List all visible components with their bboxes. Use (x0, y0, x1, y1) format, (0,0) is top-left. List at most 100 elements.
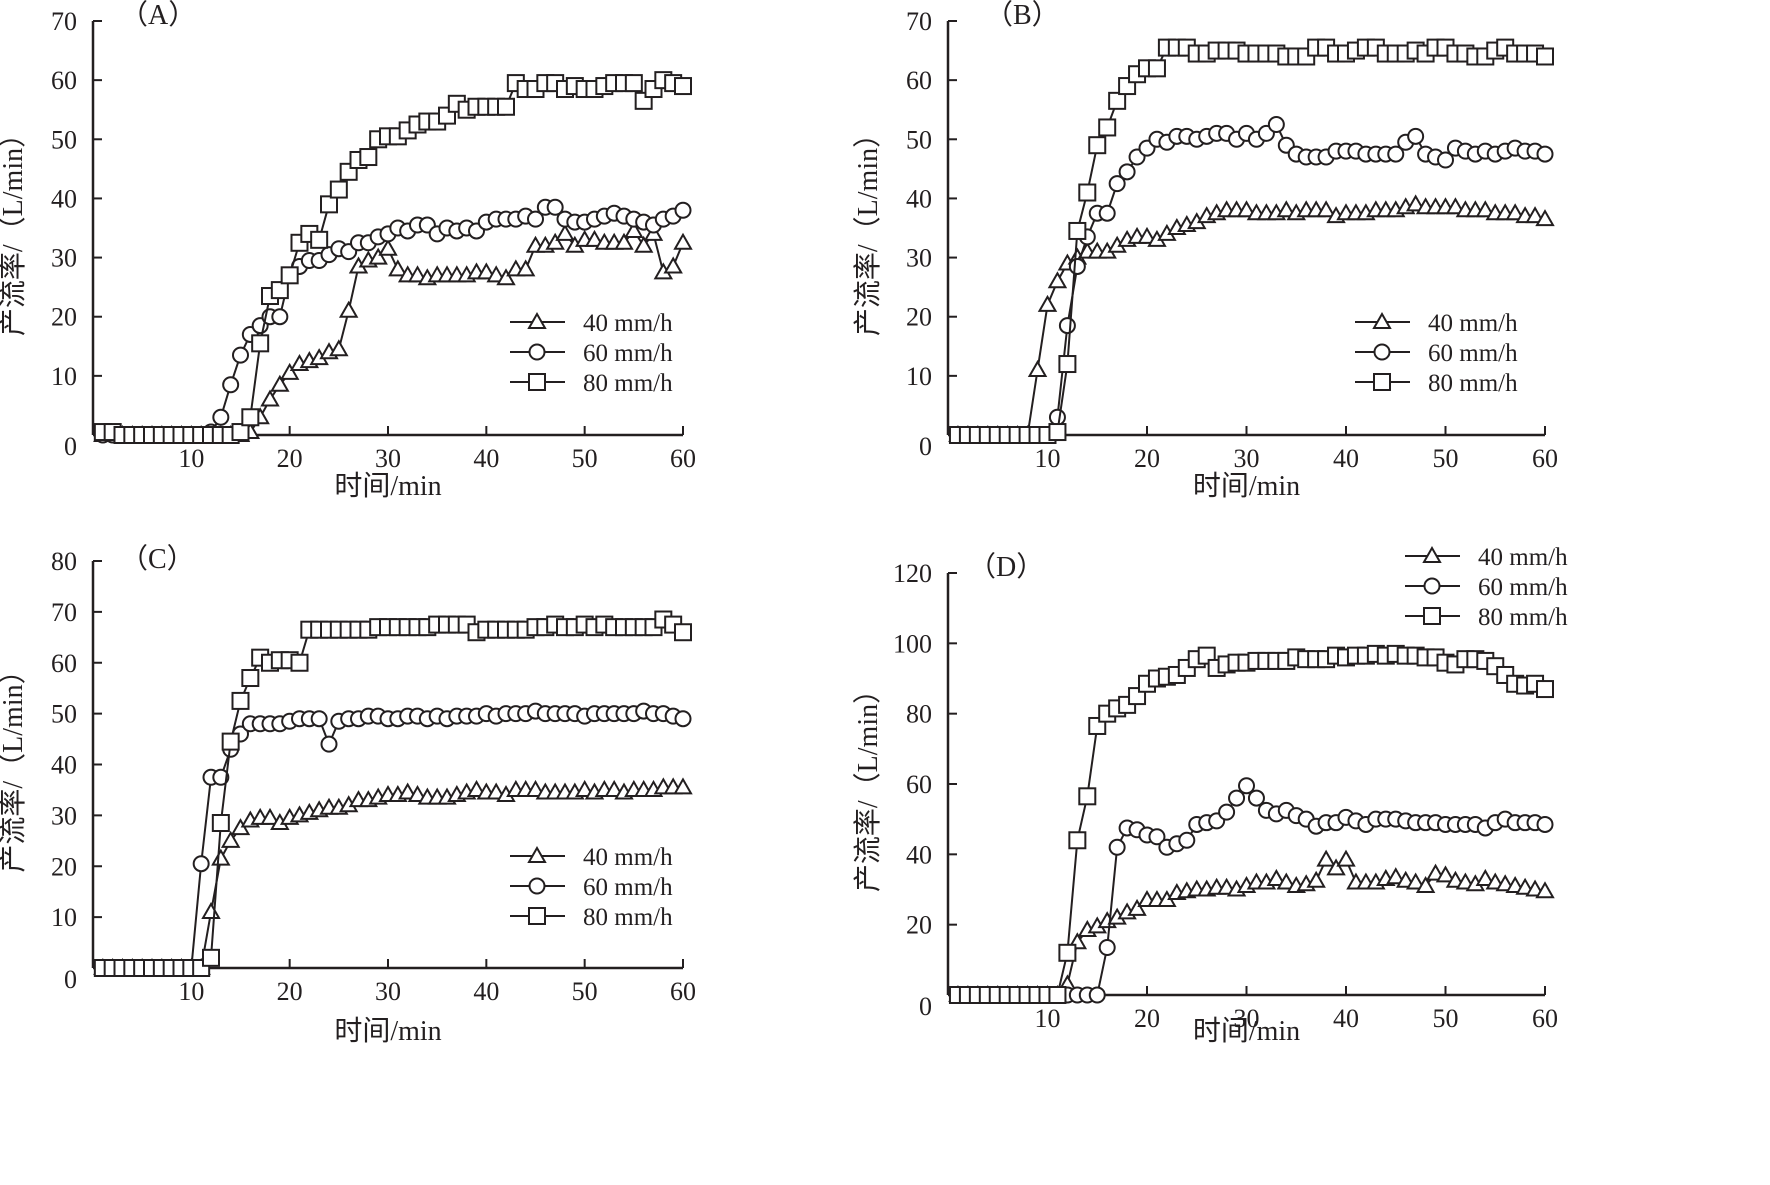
data-point-triangle (1127, 898, 1147, 916)
legend-entry: 60 mm/h (510, 340, 673, 367)
y-tick-label: 60 (51, 66, 77, 95)
data-point-triangle (329, 339, 349, 357)
data-point-square (1147, 59, 1166, 78)
data-point-triangle (211, 848, 231, 866)
x-tick-label: 10 (1035, 1004, 1061, 1033)
data-point-triangle (1137, 226, 1157, 244)
data-point-square (1078, 183, 1097, 202)
data-point-circle (212, 408, 230, 426)
y-tick-label: 30 (906, 244, 932, 273)
data-point-triangle (1266, 868, 1287, 886)
data-point-triangle (1336, 849, 1356, 867)
data-point-triangle (1535, 209, 1555, 227)
legend-entry: 80 mm/h (510, 370, 673, 397)
series-triangle (93, 777, 693, 975)
legend-label: 80 mm/h (1428, 370, 1518, 397)
data-point-circle (1098, 204, 1116, 222)
data-point-triangle (673, 777, 693, 795)
y-tick-label: 50 (51, 700, 77, 729)
data-point-square (211, 814, 230, 833)
data-point-circle (1108, 175, 1126, 193)
x-tick-label: 30 (375, 444, 401, 473)
data-point-triangle (574, 779, 595, 797)
data-point-square (1088, 136, 1107, 155)
legend-marker-triangle (1372, 311, 1392, 329)
data-point-circle (1088, 986, 1106, 1004)
legend-label: 80 mm/h (1478, 604, 1568, 631)
y-tick-label: 80 (51, 547, 77, 576)
x-tick-label: 40 (1333, 1004, 1359, 1033)
x-tick-label: 60 (1532, 1004, 1558, 1033)
data-point-square (290, 653, 309, 672)
x-axis-title: 时间/min (334, 1015, 441, 1047)
series-triangle (948, 849, 1555, 1002)
data-point-square (1098, 118, 1117, 137)
data-point-square (359, 148, 378, 167)
data-point-square (1108, 91, 1127, 110)
data-point-circle (1148, 828, 1166, 846)
panel-c: 0 10 20 30 40 50 60 70 80 10 20 30 40 50 60 （C） 时间/min 产流… (0, 543, 696, 1047)
panel-label: （D） (968, 551, 1044, 583)
legend-label: 60 mm/h (1478, 574, 1568, 601)
legend-label: 40 mm/h (583, 310, 673, 337)
legend-entry: 60 mm/h (1405, 574, 1568, 601)
data-point-square (1536, 47, 1554, 66)
data-point-square (1068, 831, 1087, 850)
x-axis-title: 时间/min (1193, 1015, 1300, 1047)
data-point-triangle (397, 782, 418, 800)
legend-label: 80 mm/h (583, 904, 673, 931)
data-point-triangle (407, 785, 428, 803)
y-tick-label: 0 (64, 432, 77, 461)
legend-label: 60 mm/h (583, 340, 673, 367)
data-point-square (270, 281, 289, 300)
data-point-circle (271, 308, 289, 326)
data-point-circle (212, 768, 230, 786)
x-tick-label: 20 (1134, 1004, 1160, 1033)
series-square (93, 610, 692, 977)
y-axis-title: 产流率/（L/min） (852, 676, 884, 892)
data-point-triangle (378, 238, 398, 256)
y-tick-label: 50 (51, 125, 77, 154)
series-square (93, 71, 692, 444)
data-point-triangle (486, 265, 506, 283)
data-point-circle (1238, 777, 1255, 795)
legend-marker-circle (1373, 343, 1391, 361)
data-point-triangle (1386, 867, 1406, 885)
x-tick-label: 10 (178, 444, 204, 473)
legend-entry: 80 mm/h (510, 904, 673, 931)
data-point-triangle (338, 300, 359, 318)
legend-entry: 40 mm/h (1405, 544, 1568, 571)
y-tick-label: 40 (51, 751, 77, 780)
data-point-triangle (1505, 203, 1525, 221)
data-point-triangle (584, 229, 605, 247)
data-point-triangle (624, 220, 644, 238)
x-tick-label: 60 (670, 444, 696, 473)
panel-label: （C） (120, 543, 195, 575)
data-point-triangle (673, 232, 693, 250)
data-point-circle (1536, 815, 1554, 833)
data-point-square (674, 77, 692, 96)
data-point-triangle (515, 259, 536, 277)
y-tick-label: 70 (51, 598, 77, 627)
data-point-circle (1118, 163, 1136, 181)
legend-entry: 80 mm/h (1405, 604, 1568, 631)
data-point-square (674, 623, 692, 642)
y-tick-label: 40 (906, 840, 932, 869)
y-tick-label: 30 (51, 801, 77, 830)
data-point-triangle (201, 902, 221, 920)
y-tick-label: 20 (51, 303, 77, 332)
data-point-triangle (1027, 359, 1048, 377)
data-point-circle (1098, 939, 1116, 957)
x-tick-label: 40 (1333, 444, 1359, 473)
data-point-circle (674, 710, 692, 728)
data-point-circle (310, 710, 328, 728)
data-point-square (1068, 221, 1087, 240)
data-point-triangle (1475, 868, 1496, 886)
legend-marker-circle (528, 343, 546, 361)
data-point-triangle (1326, 858, 1346, 876)
data-point-triangle (1037, 294, 1058, 312)
y-tick-label: 10 (51, 362, 77, 391)
y-tick-label: 20 (906, 303, 932, 332)
x-tick-label: 50 (572, 444, 598, 473)
data-point-square (1536, 680, 1554, 699)
